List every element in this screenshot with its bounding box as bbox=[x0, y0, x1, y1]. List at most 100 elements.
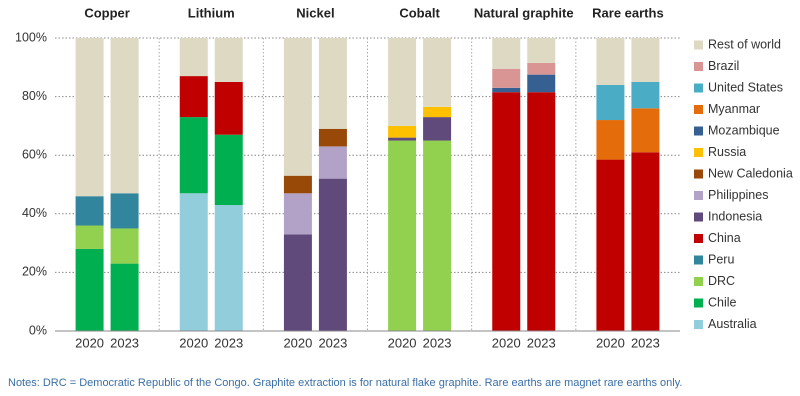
y-tick-label: 80% bbox=[22, 89, 47, 103]
bar-segment bbox=[631, 81, 660, 109]
bar-segment bbox=[214, 38, 243, 82]
bar-segment bbox=[388, 125, 417, 138]
legend-label: Australia bbox=[708, 317, 757, 331]
legend-label: Myanmar bbox=[708, 102, 760, 116]
bar-segment bbox=[492, 92, 521, 331]
y-tick-label: 40% bbox=[22, 206, 47, 220]
bar-segment bbox=[318, 128, 347, 147]
bar-segment bbox=[214, 81, 243, 135]
group-title: Cobalt bbox=[399, 5, 440, 20]
legend-swatch bbox=[694, 105, 703, 114]
legend-label: China bbox=[708, 231, 741, 245]
bar-segment bbox=[283, 175, 312, 194]
bar-segment bbox=[388, 140, 417, 331]
x-tick-label: 2023 bbox=[318, 335, 347, 350]
bar-segment bbox=[388, 38, 417, 126]
bar-segment bbox=[423, 117, 452, 141]
bar-segment bbox=[596, 84, 625, 121]
legend-label: Chile bbox=[708, 295, 737, 309]
bar-segment bbox=[283, 234, 312, 331]
legend-swatch bbox=[694, 320, 703, 329]
bar-segment bbox=[631, 152, 660, 331]
x-tick-label: 2023 bbox=[631, 335, 660, 350]
bar-segment bbox=[214, 134, 243, 206]
legend-swatch bbox=[694, 169, 703, 179]
legend-label: Brazil bbox=[708, 59, 739, 73]
bar-segment bbox=[423, 140, 452, 331]
x-tick-label: 2023 bbox=[423, 335, 452, 350]
y-tick-label: 20% bbox=[22, 265, 47, 279]
bar-segment bbox=[318, 178, 347, 331]
legend-swatch bbox=[694, 277, 703, 286]
group-title: Copper bbox=[84, 5, 130, 20]
legend-label: United States bbox=[708, 80, 783, 94]
group-title: Nickel bbox=[296, 5, 334, 20]
bar-segment bbox=[527, 74, 556, 93]
legend-label: Indonesia bbox=[708, 209, 762, 223]
bar-segment bbox=[631, 108, 660, 153]
bar-segment bbox=[179, 193, 208, 331]
legend-swatch bbox=[694, 234, 703, 243]
bar-segment bbox=[75, 196, 104, 226]
x-tick-label: 2020 bbox=[492, 335, 521, 350]
y-tick-label: 0% bbox=[29, 323, 47, 337]
bar-segment bbox=[596, 120, 625, 160]
bar-segment bbox=[492, 38, 521, 69]
legend-swatch bbox=[694, 83, 703, 93]
legend-label: Russia bbox=[708, 145, 746, 159]
legend-label: Rest of world bbox=[708, 37, 781, 51]
legend-label: Peru bbox=[708, 252, 734, 266]
y-tick-label: 100% bbox=[15, 30, 47, 44]
x-tick-label: 2020 bbox=[75, 335, 104, 350]
x-tick-label: 2020 bbox=[283, 335, 312, 350]
bar-segment bbox=[318, 38, 347, 129]
x-tick-label: 2020 bbox=[179, 335, 208, 350]
bar-segment bbox=[110, 38, 139, 194]
legend-label: New Caledonia bbox=[708, 166, 793, 180]
bar-segment bbox=[596, 38, 625, 85]
bar-segment bbox=[492, 87, 521, 93]
notes: Notes: DRC = Democratic Republic of the … bbox=[8, 377, 682, 389]
legend-swatch bbox=[694, 126, 703, 136]
legend-swatch bbox=[694, 255, 703, 265]
legend-swatch bbox=[694, 191, 703, 200]
legend-label: DRC bbox=[708, 274, 735, 288]
legend-label: Mozambique bbox=[708, 123, 780, 137]
group-title: Natural graphite bbox=[474, 5, 574, 20]
bar-segment bbox=[179, 117, 208, 194]
group-title: Rare earths bbox=[592, 5, 664, 20]
legend-label: Philippines bbox=[708, 188, 768, 202]
x-tick-label: 2020 bbox=[388, 335, 417, 350]
y-tick-label: 60% bbox=[22, 147, 47, 161]
bar-segment bbox=[110, 193, 139, 229]
x-tick-label: 2023 bbox=[214, 335, 243, 350]
bar-segment bbox=[75, 38, 104, 197]
bar-segment bbox=[492, 68, 521, 88]
bar-segment bbox=[283, 38, 312, 176]
bar-segment bbox=[318, 146, 347, 179]
bar-segment bbox=[423, 38, 452, 107]
bar-segment bbox=[75, 248, 104, 331]
legend-swatch bbox=[694, 148, 703, 157]
bar-segment bbox=[527, 38, 556, 63]
bar-segment bbox=[110, 228, 139, 264]
bar-segment bbox=[75, 225, 104, 249]
bar-segment bbox=[527, 62, 556, 75]
bar-segment bbox=[179, 38, 208, 77]
x-tick-label: 2020 bbox=[596, 335, 625, 350]
bar-segment bbox=[527, 92, 556, 331]
bar-segment bbox=[179, 76, 208, 118]
group-title: Lithium bbox=[188, 5, 235, 20]
legend-swatch bbox=[694, 212, 703, 222]
legend-swatch bbox=[694, 40, 703, 50]
bar-segment bbox=[214, 205, 243, 331]
bar-segment bbox=[283, 193, 312, 235]
x-tick-label: 2023 bbox=[527, 335, 556, 350]
bar-segment bbox=[631, 38, 660, 82]
bar-segment bbox=[596, 159, 625, 331]
bar-segment bbox=[388, 137, 417, 141]
bar-segment bbox=[110, 263, 139, 331]
bar-segment bbox=[423, 106, 452, 118]
x-tick-label: 2023 bbox=[110, 335, 139, 350]
